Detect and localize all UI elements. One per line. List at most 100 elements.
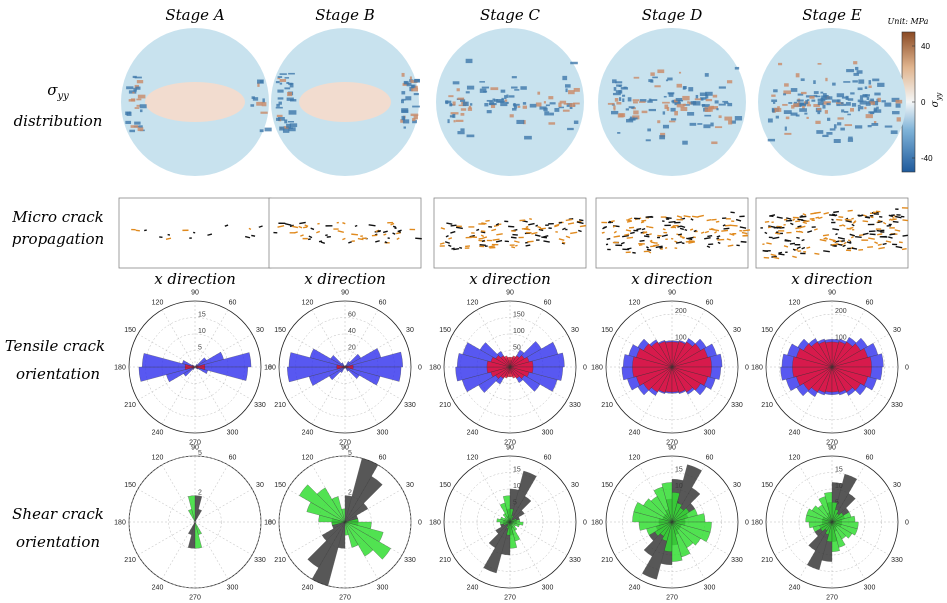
stress-patch [135, 107, 140, 109]
crack [831, 244, 838, 245]
crack [832, 219, 834, 220]
angle-label: 300 [704, 429, 716, 436]
stress-patch [616, 102, 621, 105]
angle-label: 180 [264, 520, 276, 527]
colorbar-unit: Unit: MPa [888, 17, 929, 26]
stress-patch [866, 101, 870, 103]
stress-patch [574, 121, 578, 124]
stress-patch [482, 87, 489, 89]
angle-label: 330 [731, 402, 743, 409]
stress-patch [869, 80, 872, 84]
angle-label: 330 [569, 557, 581, 564]
stress-patch [536, 102, 542, 106]
stress-patch [278, 102, 281, 105]
angle-label: 180 [591, 365, 603, 372]
angle-label: 300 [704, 584, 716, 591]
stress-patch [817, 108, 821, 110]
stress-zone [299, 82, 391, 122]
radial-tick-label: 10 [198, 328, 206, 335]
stress-patch [523, 106, 527, 109]
angle-label: 90 [341, 290, 349, 297]
stress-patch [682, 96, 689, 100]
stress-patch [713, 95, 717, 98]
angle-label: 180 [429, 365, 441, 372]
stress-patch [290, 123, 297, 127]
crack [630, 232, 634, 233]
stress-patch [848, 137, 853, 139]
stress-patch [260, 112, 267, 114]
angle-label: 60 [706, 455, 714, 462]
stress-patch [626, 119, 633, 122]
stress-patch [633, 118, 638, 120]
crack [763, 251, 768, 252]
crack [902, 220, 908, 221]
stress-patch [285, 77, 290, 79]
crack [144, 230, 147, 231]
stress-patch [676, 98, 683, 101]
angle-label: 30 [571, 482, 579, 489]
angle-label: 150 [439, 327, 451, 334]
stress-patch [289, 110, 297, 114]
stress-patch [646, 139, 651, 141]
crack [511, 247, 515, 248]
stress-patch [550, 102, 556, 104]
stress-patch [467, 135, 475, 138]
crack [579, 220, 583, 221]
angle-label: 270 [504, 595, 516, 602]
stress-patch [807, 99, 809, 101]
stress-patch [523, 102, 526, 105]
stress-patch [501, 90, 506, 93]
stress-patch [837, 99, 840, 102]
stress-patch [135, 77, 142, 79]
direction-label: x direction [154, 270, 236, 288]
stress-patch [705, 73, 709, 77]
stress-patch [507, 102, 509, 104]
stress-patch [260, 129, 264, 132]
stress-patch [447, 119, 449, 123]
angle-label: 240 [467, 429, 479, 436]
colorbar-tick-label: -40 [921, 154, 933, 163]
stress-patch [524, 136, 532, 140]
crack [393, 226, 396, 227]
angle-label: 0 [583, 520, 587, 527]
angle-label: 0 [905, 520, 909, 527]
angle-label: 60 [229, 455, 237, 462]
stress-patch [837, 117, 843, 119]
stress-patch [634, 77, 640, 79]
stress-patch [558, 103, 561, 107]
stress-patch [412, 118, 415, 121]
angle-label: 30 [406, 327, 414, 334]
stress-patch [411, 85, 414, 88]
polar-spoke [195, 367, 228, 424]
stress-patch [687, 101, 689, 103]
row-labels: σyy distribution Micro crack propagation… [5, 81, 105, 551]
crack [459, 248, 462, 249]
stress-patch [735, 116, 742, 120]
crack [877, 234, 882, 235]
angle-label: 0 [583, 365, 587, 372]
stress-patch [513, 103, 515, 107]
crack [823, 235, 829, 236]
angle-label: 210 [601, 557, 613, 564]
crack [649, 234, 652, 235]
crack [559, 222, 562, 223]
angle-label: 90 [191, 445, 199, 452]
rose-petal [188, 522, 195, 548]
crack [832, 246, 836, 247]
stress-patch [860, 106, 863, 109]
stress-patch [804, 113, 807, 115]
colorbar-tick-label: 0 [921, 98, 926, 107]
angle-label: 0 [905, 365, 909, 372]
stress-patch [403, 117, 405, 120]
crack [725, 225, 731, 226]
crack [814, 212, 821, 213]
stress-patch [518, 106, 521, 108]
stress-patch [512, 76, 517, 78]
angle-label: 330 [404, 557, 416, 564]
stress-patch [818, 63, 822, 65]
angle-label: 0 [418, 520, 422, 527]
angle-label: 210 [761, 557, 773, 564]
angle-label: 150 [439, 482, 451, 489]
stress-patch [806, 117, 808, 119]
crack [646, 226, 649, 227]
